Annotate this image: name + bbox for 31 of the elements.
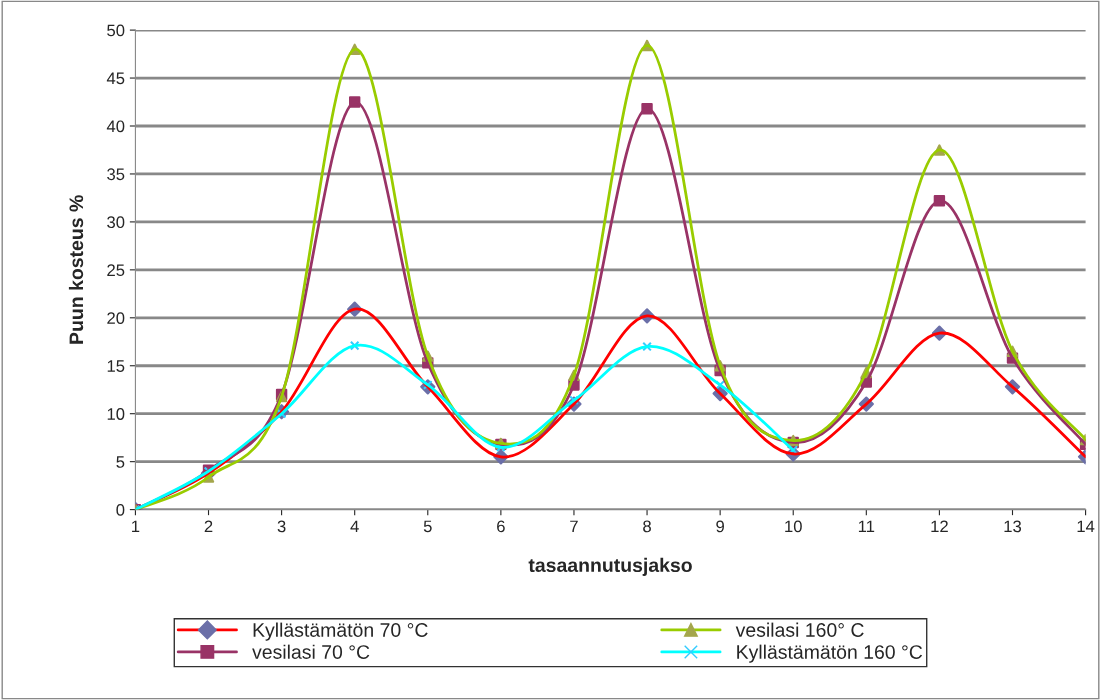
x-tick-label: 6 — [497, 520, 505, 533]
y-tick-label: 35 — [107, 168, 125, 181]
legend-label: Kyllästämätön 70 °C — [253, 622, 428, 641]
x-tick-label: 10 — [785, 520, 802, 533]
y-axis-title: Puun kosteus % — [68, 195, 84, 344]
x-tick-label: 11 — [858, 520, 875, 533]
x-tick-label: 4 — [350, 520, 359, 533]
y-tick-label: 10 — [107, 408, 125, 420]
y-tick-label: 15 — [107, 360, 125, 372]
x-tick-label: 12 — [931, 520, 948, 533]
y-tick-label: 25 — [107, 264, 125, 277]
x-tick-label: 14 — [1077, 520, 1095, 533]
y-tick-label: 5 — [116, 456, 125, 468]
x-tick-label: 3 — [277, 520, 286, 533]
x-tick-label: 8 — [643, 520, 651, 533]
y-tick-label: 40 — [106, 120, 125, 133]
x-axis-title: tasaannutusjakso — [528, 557, 692, 576]
y-tick-label: 45 — [106, 72, 125, 85]
x-tick-label: 5 — [423, 520, 432, 533]
y-tick-label: 30 — [107, 216, 125, 229]
legend-label: Kyllästämätön 160 °C — [737, 644, 923, 663]
legend-label: vesilasi 70 °C — [252, 644, 370, 659]
y-tick-label: 50 — [107, 24, 125, 37]
x-tick-label: 13 — [1004, 520, 1022, 533]
y-tick-label: 20 — [107, 312, 125, 324]
legend-label: vesilasi 160° C — [735, 622, 864, 637]
x-tick-label: 9 — [716, 520, 724, 533]
y-tick-label: 0 — [116, 504, 125, 516]
x-tick-label: 1 — [132, 520, 140, 533]
x-tick-label: 2 — [204, 520, 213, 533]
x-tick-label: 7 — [570, 520, 578, 533]
